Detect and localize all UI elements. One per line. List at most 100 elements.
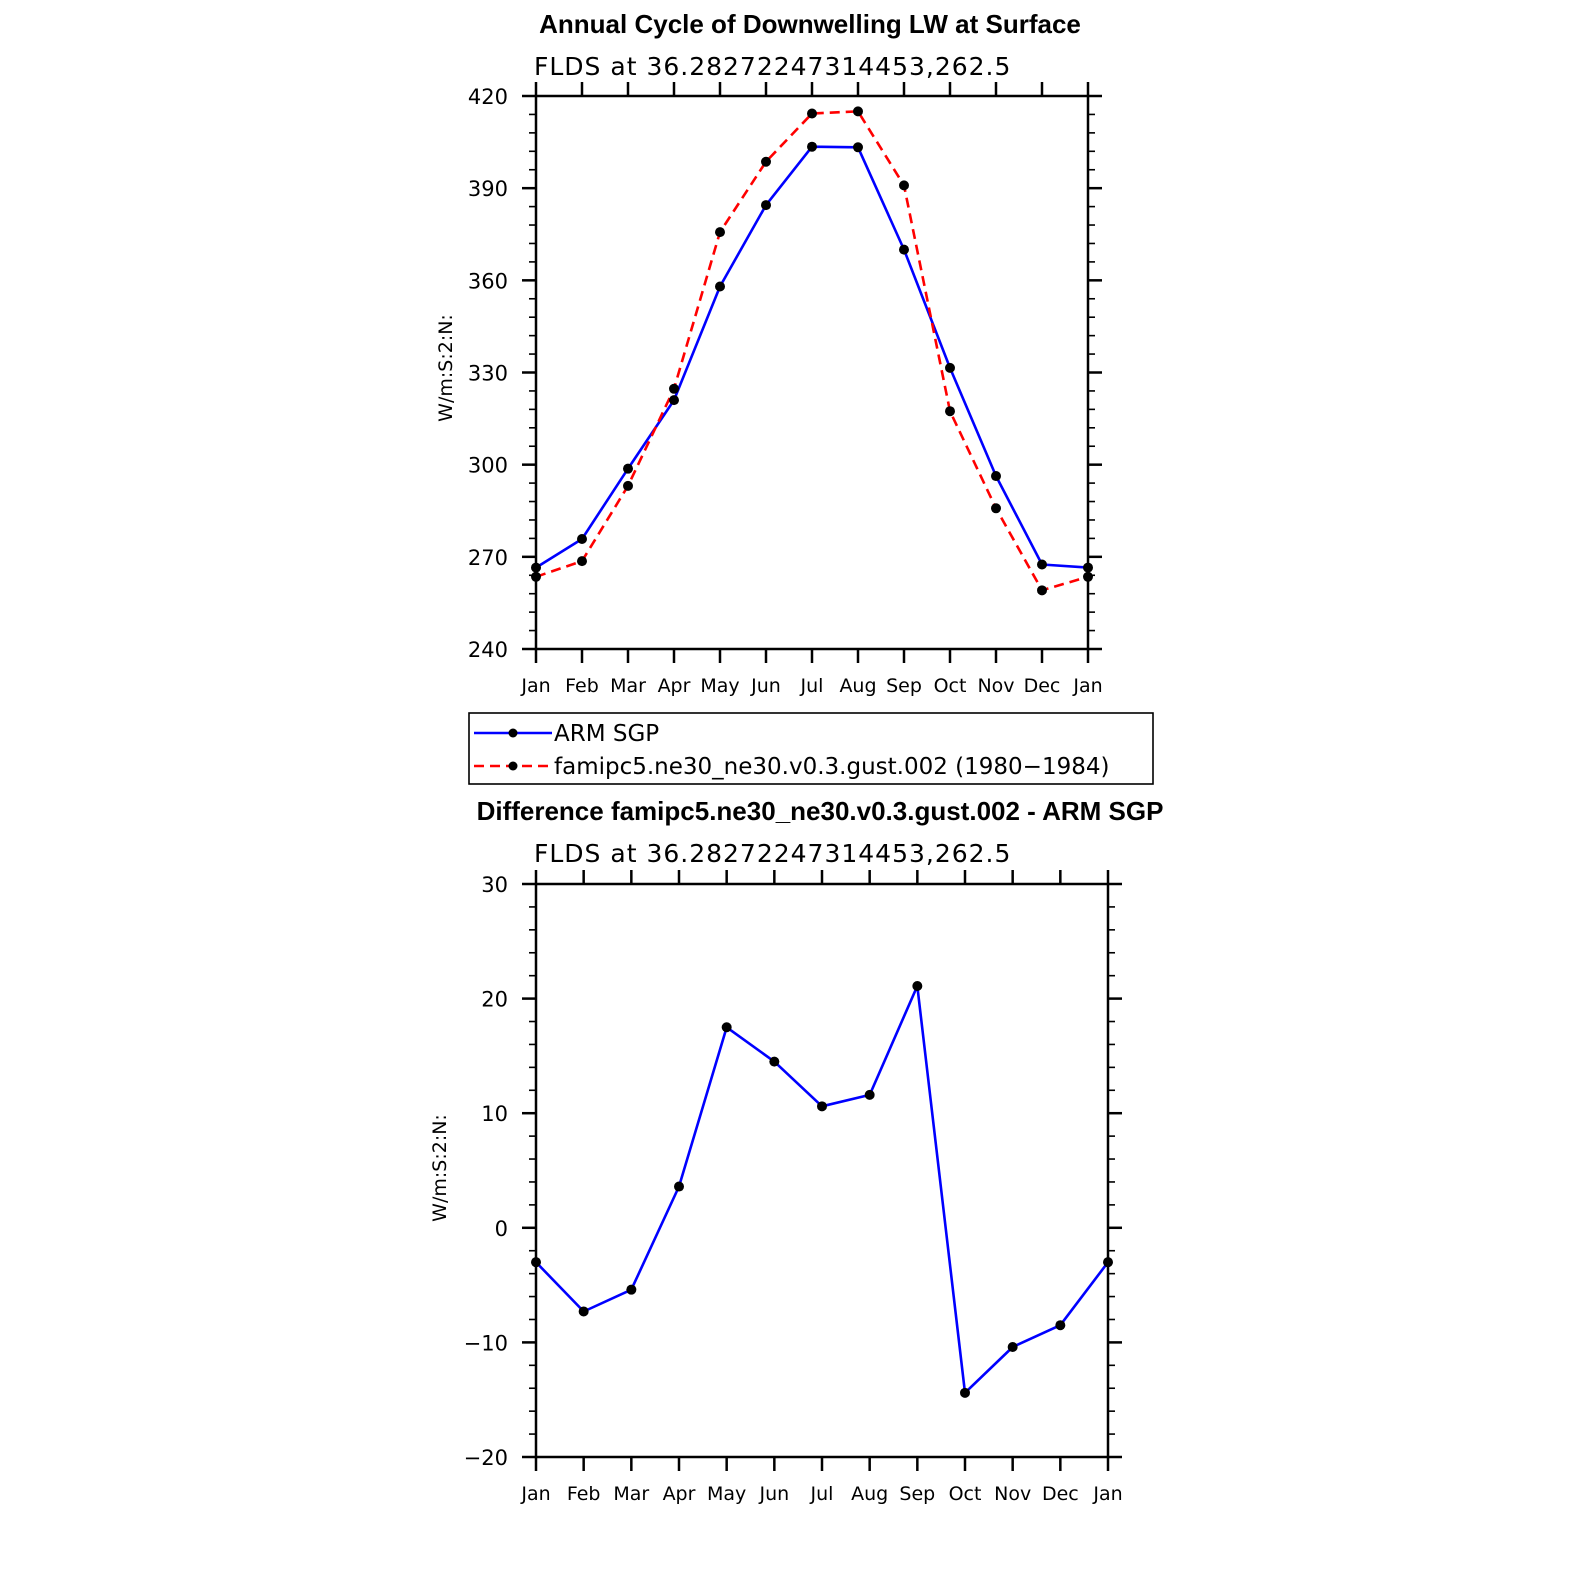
x-tick-label: Nov (994, 1483, 1031, 1505)
x-tick-label: Oct (934, 675, 967, 697)
y-tick-labels: 240 270 300 330 360 390 420 (468, 85, 508, 662)
x-tick-label: Feb (567, 1483, 601, 1505)
y-tick-label: 330 (468, 362, 508, 386)
y-tick-label: 420 (468, 85, 508, 109)
x-tick-label: Jun (758, 1483, 789, 1505)
y-tick-labels: −20 −10 0 10 20 30 (464, 873, 508, 1470)
y-tick-label: 0 (495, 1217, 508, 1241)
data-point (817, 1101, 827, 1112)
data-point (912, 980, 923, 991)
x-tick-label: Feb (565, 675, 599, 697)
y-tick-label: 10 (481, 1102, 508, 1126)
chart-title: Difference famipc5.ne30_ne30.v0.3.gust.0… (477, 796, 1164, 826)
legend-marker-arm-sgp (508, 728, 518, 738)
y-tick-label: 240 (468, 638, 508, 662)
x-tick-label: Aug (851, 1483, 888, 1505)
data-point (1037, 585, 1047, 596)
data-point (761, 200, 771, 211)
chart-subtitle: FLDS at 36.28272247314453,262.5 (534, 839, 1011, 868)
data-point (807, 108, 817, 119)
axis-ticks (522, 82, 1102, 663)
plot-frame (534, 882, 1110, 1459)
data-point (626, 1284, 637, 1295)
data-point (853, 106, 863, 117)
series-line-0 (535, 145, 1089, 569)
x-tick-label: Apr (663, 1483, 696, 1505)
x-tick-label: Jul (800, 675, 824, 697)
data-point (899, 244, 909, 255)
x-tick-labels: Jan Feb Mar Apr May Jun Jul Aug Sep Oct Nov Dec Jan (520, 1483, 1122, 1505)
series-line-0 (535, 984, 1110, 1395)
x-tick-label: Dec (1042, 1483, 1079, 1505)
legend-label-arm-sgp: ARM SGP (554, 721, 659, 747)
y-tick-label: 270 (468, 546, 508, 570)
legend-box (468, 712, 1154, 785)
x-tick-label: May (700, 675, 739, 697)
x-tick-label: Oct (949, 1483, 982, 1505)
series-line-1 (535, 110, 1089, 592)
legend-label-model: famipc5.ne30_ne30.v0.3.gust.002 (1980−19… (554, 754, 1109, 780)
y-axis-label: W/m:S:2:N: (429, 1114, 451, 1222)
data-point (577, 556, 587, 567)
data-point (991, 471, 1001, 482)
x-tick-label: Sep (899, 1483, 935, 1505)
difference-chart: Difference famipc5.ne30_ne30.v0.3.gust.0… (429, 796, 1163, 1505)
y-tick-label: 390 (468, 177, 508, 201)
data-point (669, 395, 679, 406)
data-point (945, 362, 955, 373)
legend: ARM SGP famipc5.ne30_ne30.v0.3.gust.002 … (468, 712, 1154, 785)
x-tick-label: Jan (520, 1483, 550, 1505)
data-point (623, 463, 633, 474)
x-tick-label: Aug (839, 675, 876, 697)
series-lines (535, 984, 1110, 1395)
x-tick-label: Jul (810, 1483, 834, 1505)
data-point (1055, 1320, 1066, 1331)
annual-cycle-chart: Annual Cycle of Downwelling LW at Surfac… (435, 9, 1103, 697)
data-point (761, 156, 771, 167)
data-point (721, 1022, 732, 1033)
data-point (853, 142, 863, 153)
x-tick-label: Jan (1092, 1483, 1122, 1505)
series-points (531, 106, 1093, 596)
data-point (1037, 559, 1047, 570)
y-tick-label: −10 (464, 1331, 508, 1355)
data-point (669, 383, 679, 394)
x-tick-label: Mar (610, 675, 646, 697)
series-points (531, 980, 1113, 1398)
y-tick-label: 20 (481, 988, 508, 1012)
data-point (807, 141, 817, 152)
series-lines (535, 110, 1089, 592)
x-tick-label: Sep (886, 675, 922, 697)
x-tick-label: Jan (1072, 675, 1102, 697)
x-tick-label: May (707, 1483, 746, 1505)
axis-ticks (522, 870, 1122, 1471)
x-tick-label: Apr (658, 675, 691, 697)
data-point (715, 227, 725, 238)
data-point (578, 1306, 589, 1317)
y-tick-label: 300 (468, 454, 508, 478)
data-point (623, 480, 633, 491)
data-point (945, 406, 955, 417)
data-point (577, 534, 587, 545)
y-tick-label: −20 (464, 1446, 508, 1470)
chart-title: Annual Cycle of Downwelling LW at Surfac… (539, 9, 1081, 39)
chart-subtitle: FLDS at 36.28272247314453,262.5 (534, 52, 1011, 81)
data-point (864, 1089, 875, 1100)
data-point (715, 281, 725, 292)
x-tick-label: Mar (613, 1483, 649, 1505)
x-tick-label: Nov (977, 675, 1014, 697)
y-axis-label: W/m:S:2:N: (435, 314, 457, 422)
plot-frame (534, 94, 1090, 651)
x-tick-label: Jan (520, 675, 550, 697)
data-point (899, 180, 909, 191)
data-point (769, 1056, 780, 1067)
legend-marker-model (508, 761, 518, 771)
data-point (960, 1387, 970, 1398)
x-tick-label: Dec (1024, 675, 1061, 697)
y-tick-label: 360 (468, 269, 508, 293)
data-point (991, 503, 1001, 514)
data-point (674, 1181, 684, 1192)
y-tick-label: 30 (481, 873, 508, 897)
x-tick-labels: Jan Feb Mar Apr May Jun Jul Aug Sep Oct Nov Dec Jan (520, 675, 1102, 697)
